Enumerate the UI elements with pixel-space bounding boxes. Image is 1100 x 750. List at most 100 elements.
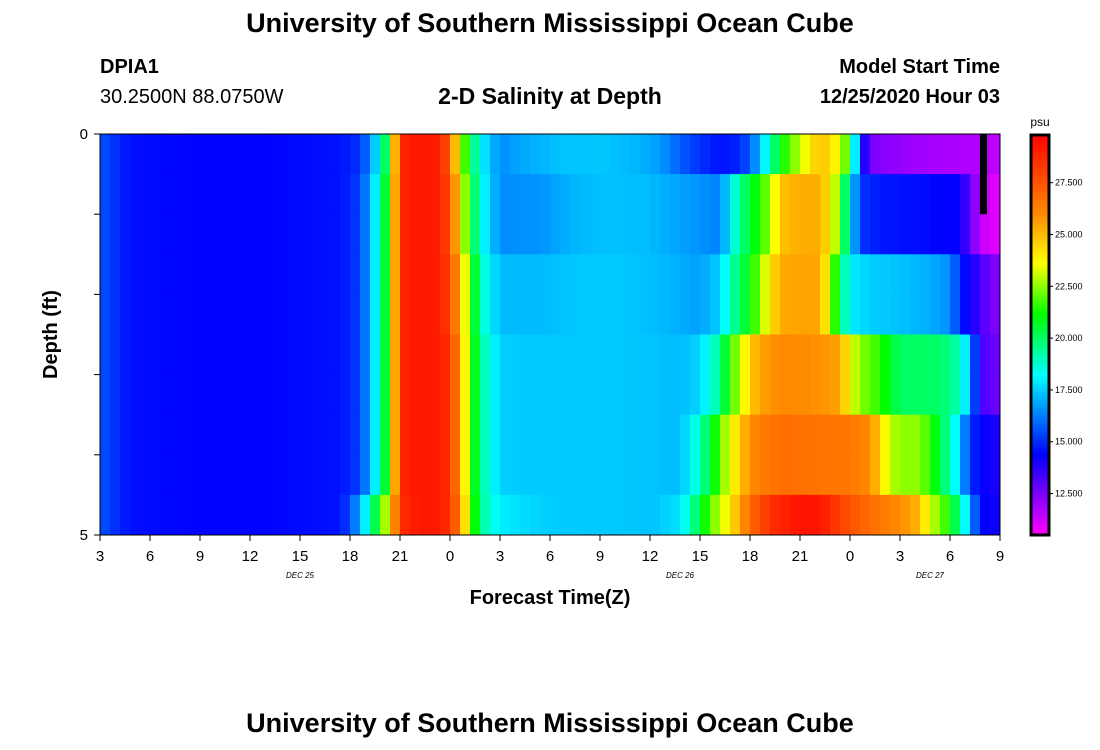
- heatmap-cell: [200, 174, 211, 215]
- heatmap-cell: [290, 494, 301, 536]
- heatmap-cell: [290, 414, 301, 456]
- heatmap-cell: [780, 494, 791, 536]
- heatmap-cell: [950, 454, 961, 496]
- heatmap-cell: [440, 374, 451, 416]
- heatmap-cell: [820, 254, 831, 295]
- colorbar-unit: psu: [1030, 115, 1049, 129]
- heatmap-cell: [830, 134, 841, 175]
- heatmap-cell: [920, 334, 931, 375]
- heatmap-cell: [300, 494, 311, 536]
- heatmap-cell: [280, 174, 291, 215]
- heatmap-cell: [550, 374, 561, 416]
- heatmap-cell: [760, 454, 771, 496]
- heatmap-cell: [950, 294, 961, 335]
- heatmap-cell: [740, 254, 751, 295]
- heatmap-cells: [100, 134, 1001, 536]
- heatmap-cell: [460, 494, 471, 536]
- heatmap-cell: [120, 174, 131, 215]
- heatmap-cell: [970, 214, 981, 255]
- heatmap-cell: [890, 214, 901, 255]
- heatmap-cell: [950, 334, 961, 375]
- heatmap-cell: [770, 494, 781, 536]
- heatmap-cell: [140, 214, 151, 255]
- heatmap-cell: [260, 214, 271, 255]
- heatmap-cell: [900, 334, 911, 375]
- heatmap-cell: [980, 214, 991, 255]
- heatmap-cell: [610, 334, 621, 375]
- heatmap-cell: [990, 414, 1001, 456]
- heatmap-cell: [370, 214, 381, 255]
- heatmap-cell: [420, 334, 431, 375]
- heatmap-cell: [900, 254, 911, 295]
- heatmap-cell: [650, 254, 661, 295]
- heatmap-cell: [270, 294, 281, 335]
- heatmap-cell: [310, 334, 321, 375]
- heatmap-cell: [480, 294, 491, 335]
- heatmap-cell: [750, 414, 761, 456]
- plot-title: 2-D Salinity at Depth: [438, 83, 662, 109]
- heatmap-cell: [200, 454, 211, 496]
- heatmap-cell: [170, 294, 181, 335]
- heatmap-cell: [120, 214, 131, 255]
- heatmap-cell: [890, 134, 901, 175]
- heatmap-cell: [640, 334, 651, 375]
- heatmap-cell: [500, 214, 511, 255]
- heatmap-cell: [510, 414, 521, 456]
- heatmap-cell: [360, 254, 371, 295]
- heatmap-cell: [110, 334, 121, 375]
- heatmap-cell: [670, 414, 681, 456]
- heatmap-cell: [210, 214, 221, 255]
- heatmap-cell: [160, 134, 171, 175]
- heatmap-cell: [730, 334, 741, 375]
- date-label: DEC 27: [916, 571, 945, 580]
- heatmap-cell: [300, 134, 311, 175]
- heatmap-cell: [660, 214, 671, 255]
- heatmap-cell: [180, 174, 191, 215]
- heatmap-cell: [590, 214, 601, 255]
- heatmap-cell: [680, 174, 691, 215]
- heatmap-cell: [320, 174, 331, 215]
- heatmap-cell: [590, 454, 601, 496]
- heatmap-cell: [510, 174, 521, 215]
- heatmap-cell: [980, 374, 991, 416]
- heatmap-cell: [710, 174, 721, 215]
- heatmap-cell: [640, 494, 651, 536]
- heatmap-cell: [160, 214, 171, 255]
- heatmap-cell: [780, 414, 791, 456]
- heatmap-cell: [700, 134, 711, 175]
- heatmap-cell: [580, 214, 591, 255]
- x-tick-label: 21: [792, 548, 809, 565]
- heatmap-cell: [300, 334, 311, 375]
- heatmap-cell: [400, 494, 411, 536]
- x-tick-label: 0: [446, 548, 454, 565]
- heatmap-cell: [380, 134, 391, 175]
- date-label: DEC 25: [286, 571, 315, 580]
- heatmap-cell: [830, 214, 841, 255]
- heatmap-cell: [230, 134, 241, 175]
- heatmap-cell: [830, 494, 841, 536]
- heatmap-cell: [950, 134, 961, 175]
- heatmap-cell: [640, 254, 651, 295]
- heatmap-cell: [760, 414, 771, 456]
- heatmap-cell: [560, 334, 571, 375]
- heatmap-cell: [720, 134, 731, 175]
- heatmap-cell: [330, 294, 341, 335]
- heatmap-cell: [570, 134, 581, 175]
- heatmap-cell: [290, 134, 301, 175]
- heatmap-cell: [370, 454, 381, 496]
- heatmap-cell: [470, 334, 481, 375]
- date-label: DEC 26: [666, 571, 695, 580]
- heatmap-cell: [830, 294, 841, 335]
- heatmap-cell: [430, 134, 441, 175]
- heatmap-cell: [740, 374, 751, 416]
- heatmap-cell: [340, 254, 351, 295]
- heatmap-cell: [860, 214, 871, 255]
- heatmap-cell: [960, 334, 971, 375]
- heatmap-cell: [570, 454, 581, 496]
- heatmap-cell: [980, 414, 991, 456]
- heatmap-cell: [850, 254, 861, 295]
- heatmap-cell: [370, 134, 381, 175]
- heatmap-cell: [910, 254, 921, 295]
- y-axis: 05: [80, 126, 100, 544]
- heatmap-cell: [630, 254, 641, 295]
